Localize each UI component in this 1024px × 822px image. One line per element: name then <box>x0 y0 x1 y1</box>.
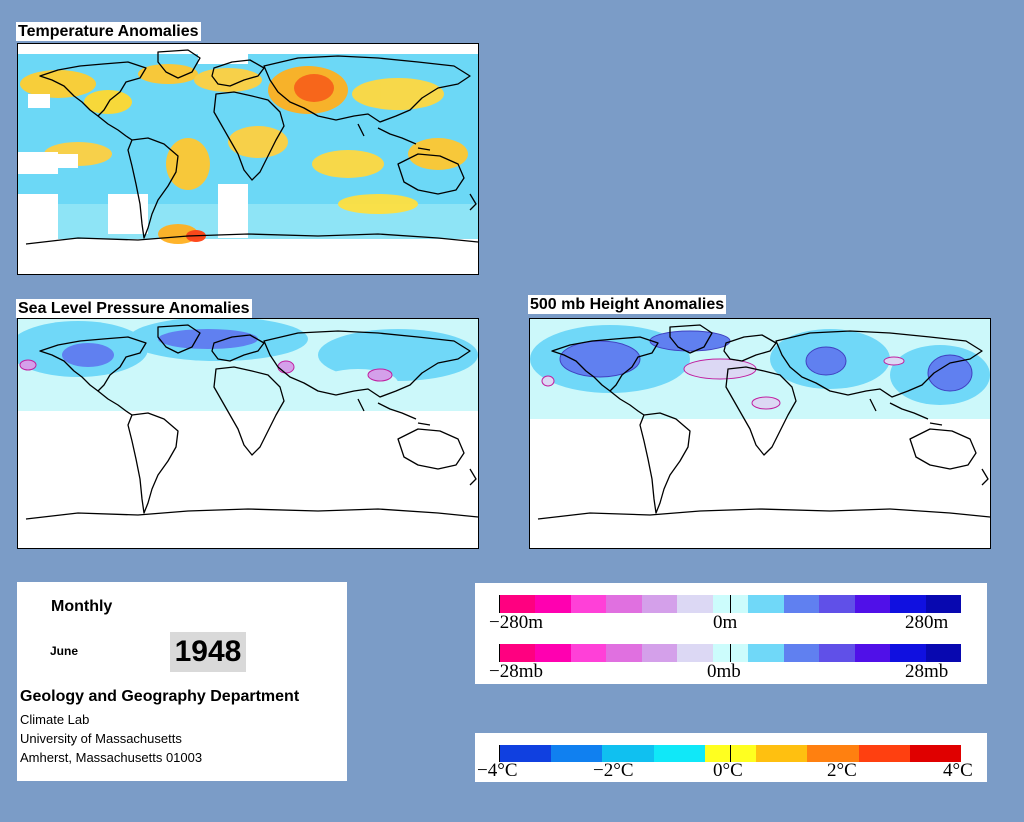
slp-anomaly-map <box>17 318 479 549</box>
temperature-legend: −4°C −2°C 0°C 2°C 4°C <box>475 733 987 782</box>
temperature-legend-label: 0°C <box>713 760 743 781</box>
color-swatch <box>677 595 713 613</box>
height-panel-title: 500 mb Height Anomalies <box>528 295 727 314</box>
color-swatch <box>641 595 678 613</box>
height-legend-min: −280m <box>489 612 543 633</box>
height-color-bar <box>499 595 962 613</box>
color-swatch <box>606 644 642 662</box>
address-line: University of Massachusetts <box>20 731 182 746</box>
year-label: 1948 <box>170 632 246 672</box>
color-swatch <box>570 644 607 662</box>
color-swatch <box>854 644 891 662</box>
pressure-legend-mid: 0mb <box>707 661 741 682</box>
color-swatch <box>925 595 962 613</box>
color-swatch <box>819 595 855 613</box>
pressure-legend-max: 28mb <box>905 661 949 682</box>
color-swatch <box>756 745 808 762</box>
department-label: Geology and Geography Department <box>20 688 300 705</box>
pressure-color-bar <box>499 644 962 662</box>
color-swatch <box>819 644 855 662</box>
color-swatch <box>890 644 926 662</box>
color-swatch <box>807 745 859 762</box>
color-swatch <box>602 745 654 762</box>
color-swatch <box>909 745 961 762</box>
color-swatch <box>748 595 784 613</box>
temperature-anomaly-map <box>17 43 479 275</box>
color-swatch <box>677 644 713 662</box>
pressure-legend-min: −28mb <box>489 661 543 682</box>
color-swatch <box>499 745 552 762</box>
color-swatch <box>854 595 891 613</box>
color-swatch <box>535 595 571 613</box>
color-swatch <box>535 644 571 662</box>
address-line: Amherst, Massachusetts 01003 <box>20 750 203 765</box>
color-swatch <box>641 644 678 662</box>
month-label: June <box>50 644 79 658</box>
address-line: Climate Lab <box>20 712 90 727</box>
temperature-legend-label: −2°C <box>593 760 634 781</box>
height-anomaly-map <box>529 318 991 549</box>
temperature-panel-title: Temperature Anomalies <box>16 22 201 41</box>
height-legend-mid: 0m <box>713 612 738 633</box>
temperature-legend-label: 4°C <box>943 760 973 781</box>
color-swatch <box>925 644 962 662</box>
color-swatch <box>551 745 603 762</box>
color-swatch <box>748 644 784 662</box>
temperature-legend-label: 2°C <box>827 760 857 781</box>
color-swatch <box>570 595 607 613</box>
color-swatch <box>606 595 642 613</box>
color-swatch <box>653 745 705 762</box>
height-legend-max: 280m <box>905 612 949 633</box>
color-swatch <box>783 595 820 613</box>
color-swatch <box>499 595 536 613</box>
height-pressure-legend: −280m 0m 280m −28mb 0mb 28mb <box>475 583 987 684</box>
temperature-legend-label: −4°C <box>477 760 518 781</box>
color-swatch <box>858 745 910 762</box>
color-swatch <box>783 644 820 662</box>
temperature-color-bar <box>499 745 961 762</box>
color-swatch <box>890 595 926 613</box>
period-label: Monthly <box>51 598 113 615</box>
color-swatch <box>499 644 536 662</box>
slp-panel-title: Sea Level Pressure Anomalies <box>16 299 252 318</box>
info-box: Monthly June 1948 Geology and Geography … <box>17 582 347 781</box>
